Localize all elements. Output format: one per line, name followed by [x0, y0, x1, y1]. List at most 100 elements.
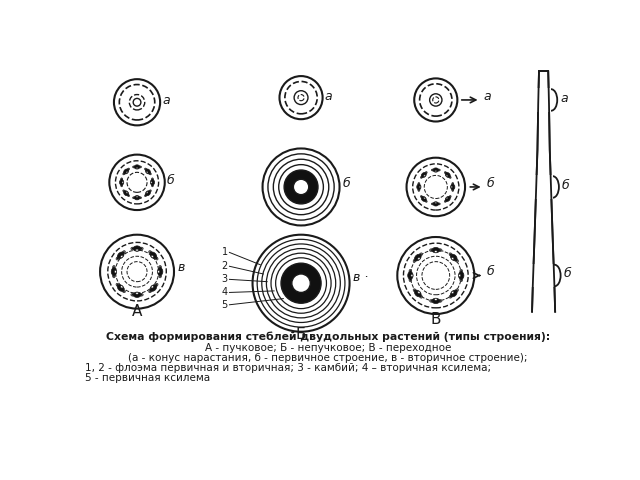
Ellipse shape — [145, 191, 150, 196]
Ellipse shape — [449, 195, 451, 198]
Circle shape — [276, 258, 326, 309]
Ellipse shape — [455, 289, 458, 292]
Circle shape — [253, 235, 349, 332]
Ellipse shape — [126, 192, 128, 193]
Ellipse shape — [435, 202, 436, 204]
Ellipse shape — [418, 189, 420, 192]
Ellipse shape — [444, 200, 447, 202]
Text: б: б — [167, 174, 175, 187]
Text: а: а — [325, 90, 333, 103]
Ellipse shape — [148, 251, 152, 254]
Ellipse shape — [418, 291, 420, 294]
Text: (а - конус нарастания, б - первичное строение, в - вторичное строение);: (а - конус нарастания, б - первичное стр… — [128, 353, 528, 363]
Ellipse shape — [133, 197, 135, 198]
Circle shape — [114, 79, 160, 125]
Ellipse shape — [459, 274, 461, 277]
Ellipse shape — [444, 172, 447, 174]
Ellipse shape — [159, 266, 161, 269]
Ellipse shape — [451, 290, 457, 297]
Circle shape — [109, 155, 164, 210]
Ellipse shape — [132, 166, 136, 168]
Ellipse shape — [421, 172, 426, 178]
Ellipse shape — [445, 172, 446, 174]
Ellipse shape — [113, 265, 115, 269]
Ellipse shape — [127, 168, 129, 170]
Ellipse shape — [438, 169, 440, 170]
Ellipse shape — [120, 255, 123, 258]
Ellipse shape — [449, 295, 452, 298]
Ellipse shape — [145, 194, 147, 197]
Ellipse shape — [159, 265, 161, 269]
Ellipse shape — [417, 184, 421, 190]
Ellipse shape — [124, 191, 129, 196]
Ellipse shape — [433, 202, 438, 206]
Ellipse shape — [136, 167, 138, 169]
Ellipse shape — [123, 190, 125, 192]
Ellipse shape — [120, 286, 123, 288]
Ellipse shape — [145, 168, 147, 170]
Ellipse shape — [415, 290, 421, 297]
Ellipse shape — [445, 196, 450, 202]
Ellipse shape — [127, 168, 129, 170]
Ellipse shape — [116, 257, 120, 260]
Ellipse shape — [435, 170, 436, 172]
Ellipse shape — [115, 270, 116, 273]
Ellipse shape — [123, 252, 125, 253]
Ellipse shape — [155, 257, 158, 260]
Ellipse shape — [127, 195, 129, 196]
Ellipse shape — [134, 165, 140, 169]
Ellipse shape — [150, 181, 152, 183]
Text: в: в — [177, 261, 184, 274]
Ellipse shape — [432, 169, 433, 170]
Ellipse shape — [152, 178, 154, 180]
Ellipse shape — [409, 278, 412, 282]
Ellipse shape — [460, 278, 463, 282]
Ellipse shape — [449, 177, 451, 178]
Text: 5 - первичная ксилема: 5 - первичная ксилема — [86, 373, 211, 383]
Ellipse shape — [127, 194, 129, 197]
Ellipse shape — [429, 300, 433, 302]
Ellipse shape — [131, 293, 135, 296]
Circle shape — [280, 76, 323, 119]
Ellipse shape — [140, 294, 142, 296]
Ellipse shape — [452, 189, 453, 191]
Ellipse shape — [151, 255, 154, 258]
Ellipse shape — [449, 176, 451, 179]
Ellipse shape — [159, 274, 161, 278]
Ellipse shape — [113, 274, 115, 278]
Ellipse shape — [121, 184, 123, 187]
Ellipse shape — [126, 171, 128, 173]
Text: а: а — [560, 92, 568, 105]
Ellipse shape — [133, 167, 135, 168]
Circle shape — [262, 244, 340, 323]
Ellipse shape — [548, 265, 561, 286]
Circle shape — [100, 235, 174, 309]
Ellipse shape — [145, 169, 150, 174]
Ellipse shape — [145, 195, 147, 196]
Circle shape — [294, 91, 308, 105]
Ellipse shape — [117, 285, 124, 291]
Ellipse shape — [431, 249, 433, 251]
Ellipse shape — [433, 168, 438, 172]
Ellipse shape — [452, 189, 454, 192]
Ellipse shape — [431, 169, 434, 171]
Ellipse shape — [132, 294, 134, 296]
Ellipse shape — [438, 249, 442, 252]
Ellipse shape — [149, 290, 152, 292]
Ellipse shape — [139, 197, 141, 199]
Ellipse shape — [451, 254, 457, 261]
Text: б: б — [486, 265, 494, 278]
Ellipse shape — [420, 253, 422, 255]
Circle shape — [271, 253, 331, 313]
Ellipse shape — [431, 203, 434, 205]
Ellipse shape — [156, 284, 157, 286]
Ellipse shape — [547, 176, 559, 198]
Ellipse shape — [140, 197, 141, 198]
Circle shape — [281, 263, 321, 303]
Ellipse shape — [425, 172, 427, 174]
Text: в ·: в · — [353, 271, 369, 284]
Ellipse shape — [150, 285, 157, 291]
Ellipse shape — [121, 179, 122, 180]
Ellipse shape — [420, 176, 423, 179]
Ellipse shape — [122, 251, 125, 254]
